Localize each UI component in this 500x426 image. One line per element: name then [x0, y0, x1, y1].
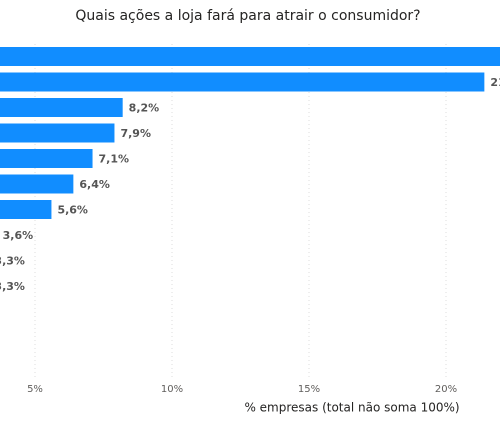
x-tick-label: 5%: [27, 384, 43, 395]
value-label: 8,2%: [129, 102, 160, 115]
bar: [0, 123, 115, 143]
bar: [0, 98, 123, 117]
value-label: 21,4%: [490, 76, 500, 89]
x-tick-label: 15%: [298, 384, 320, 395]
bar: [0, 174, 74, 194]
bar: [0, 47, 500, 66]
value-label: 3,3%: [0, 255, 25, 268]
value-label: 7,9%: [120, 127, 151, 140]
x-tick-label: 20%: [435, 384, 457, 395]
bar: [0, 200, 52, 219]
value-label: 5,6%: [57, 204, 88, 217]
bar: [0, 149, 93, 168]
bar: [0, 72, 485, 92]
chart-title: Quais ações a loja fará para atrair o co…: [75, 8, 420, 24]
value-label: 6,4%: [79, 178, 110, 191]
x-tick-label: 10%: [161, 384, 183, 395]
value-label: 3,6%: [3, 229, 34, 242]
value-label: 7,1%: [99, 153, 130, 166]
x-axis-label: % empresas (total não soma 100%): [244, 401, 459, 415]
value-label: 3,3%: [0, 280, 25, 293]
